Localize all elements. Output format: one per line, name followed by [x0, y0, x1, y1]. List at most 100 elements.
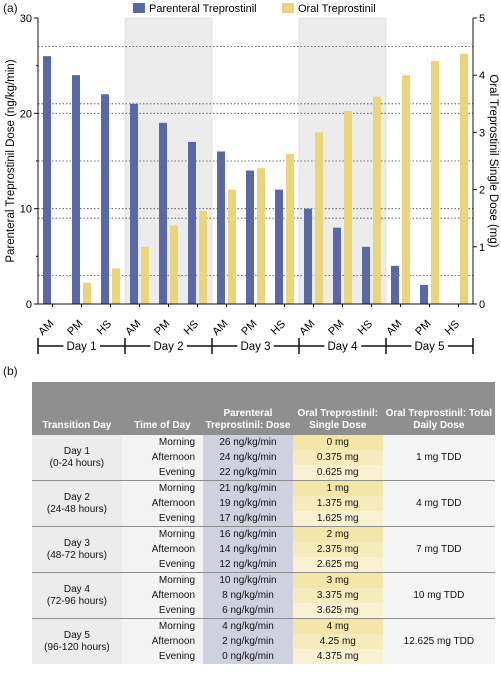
- x-tick-label: PM: [413, 318, 433, 338]
- oral-single-dose-cell: 3 mg: [292, 572, 383, 588]
- table-row: Evening 17 ng/kg/min 1.625 mg: [32, 511, 495, 527]
- table-row: Afternoon 8 ng/kg/min 3.375 mg: [32, 588, 495, 603]
- parenteral-bar: [188, 141, 196, 304]
- transition-day-cell: Day 2 (24-48 hours): [32, 480, 122, 527]
- day-label: Day 4: [63, 583, 90, 595]
- panel-b-label: (b): [3, 364, 18, 378]
- table-row: Evening 22 ng/kg/min 0.625 mg: [32, 465, 495, 481]
- time-of-day-cell: Morning: [121, 480, 204, 496]
- day-group-label: Day 1: [66, 341, 96, 353]
- right-tick-label: 5: [479, 13, 485, 25]
- time-of-day-cell: Afternoon: [121, 542, 204, 557]
- x-tick-label: PM: [239, 318, 259, 338]
- oral-single-dose-cell: 0.375 mg: [292, 450, 383, 465]
- time-of-day-cell: Afternoon: [121, 588, 204, 603]
- oral-single-dose-cell: 4.375 mg: [292, 649, 383, 664]
- left-tick-label: 30: [20, 13, 32, 25]
- parenteral-dose-cell: 21 ng/kg/min: [203, 480, 293, 496]
- table-row: Evening 6 ng/kg/min 3.625 mg: [32, 603, 495, 619]
- table-row: Day 1 (0-24 hours) Morning 26 ng/kg/min 0 mg…: [32, 434, 495, 481]
- left-tick-label: 0: [26, 299, 32, 311]
- parenteral-bar: [217, 151, 225, 304]
- table-row: Afternoon 24 ng/kg/min 0.375 mg: [32, 450, 495, 465]
- parenteral-dose-cell: 16 ng/kg/min: [203, 526, 293, 542]
- oral-single-dose-cell: 3.625 mg: [292, 603, 383, 619]
- x-tick-label: HS: [356, 318, 375, 337]
- parenteral-bar: [333, 227, 341, 304]
- oral-single-dose-cell: 4.25 mg: [292, 634, 383, 649]
- day-group-label: Day 4: [327, 341, 358, 353]
- table-row: Day 5 (96-120 hours) Morning 4 ng/kg/min 4 m…: [32, 618, 495, 664]
- right-tick-label: 4: [479, 70, 485, 82]
- oral-bar: [199, 211, 207, 304]
- x-tick-label: AM: [384, 318, 404, 338]
- time-of-day-cell: Morning: [121, 434, 204, 450]
- day-hours-range: (72-96 hours): [46, 595, 107, 607]
- day-hours-range: (96-120 hours): [44, 641, 110, 653]
- header-oral-single-dose: Oral Treprostinil: Single Dose: [292, 382, 383, 435]
- time-of-day-cell: Morning: [121, 618, 204, 634]
- parenteral-dose-cell: 17 ng/kg/min: [203, 511, 293, 527]
- parenteral-dose-cell: 0 ng/kg/min: [203, 649, 293, 664]
- total-daily-dose-cell: 4 mg TDD: [382, 480, 495, 527]
- y2-axis-label: Oral Treprostinil Single Dose (mg): [487, 74, 499, 247]
- table-row: Afternoon 14 ng/kg/min 2.375 mg: [32, 542, 495, 557]
- x-tick-label: HS: [95, 318, 114, 337]
- time-of-day-cell: Morning: [121, 526, 204, 542]
- x-tick-label: PM: [326, 318, 346, 338]
- x-tick-label: HS: [443, 318, 462, 337]
- day-label: Day 1: [63, 445, 90, 457]
- total-daily-dose-cell: 7 mg TDD: [382, 526, 495, 573]
- x-tick-label: AM: [297, 318, 317, 338]
- time-of-day-cell: Morning: [121, 572, 204, 588]
- table-row: Day 4 (72-96 hours) Morning 10 ng/kg/min 3 m…: [32, 572, 495, 619]
- parenteral-dose-cell: 19 ng/kg/min: [203, 496, 293, 511]
- table-body: Day 1 (0-24 hours) Morning 26 ng/kg/min 0 mg…: [32, 434, 495, 664]
- oral-bar: [83, 282, 91, 304]
- header-transition-day: Transition Day: [32, 382, 122, 435]
- oral-bar: [286, 153, 294, 304]
- time-of-day-cell: Evening: [121, 603, 204, 619]
- parenteral-bar: [72, 75, 80, 304]
- x-tick-label: AM: [210, 318, 230, 338]
- parenteral-dose-cell: 12 ng/kg/min: [203, 557, 293, 573]
- oral-single-dose-cell: 2.625 mg: [292, 557, 383, 573]
- left-tick-label: 10: [20, 204, 32, 216]
- day-hours-range: (0-24 hours): [49, 457, 105, 469]
- transition-day-cell: Day 1 (0-24 hours): [32, 434, 122, 481]
- parenteral-bar: [391, 265, 399, 304]
- oral-bar: [344, 110, 352, 304]
- bar-chart: 0 10 20 30 0 1 2 3 4 5 Parenteral Treprostinil Dos…: [5, 3, 499, 354]
- day-label: Day 5: [63, 629, 90, 641]
- oral-bar: [112, 268, 120, 304]
- oral-single-dose-cell: 1 mg: [292, 480, 383, 496]
- oral-bar: [141, 246, 149, 304]
- parenteral-dose-cell: 4 ng/kg/min: [203, 618, 293, 634]
- table-row: Day 2 (24-48 hours) Morning 21 ng/kg/min 1 m…: [32, 480, 495, 527]
- x-tick-label: HS: [269, 318, 288, 337]
- legend-label: Oral Treprostinil: [298, 3, 376, 15]
- total-daily-dose-cell: 10 mg TDD: [382, 572, 495, 619]
- x-tick-label: HS: [182, 318, 201, 337]
- day-label: Day 2: [63, 491, 90, 503]
- oral-single-dose-cell: 2.375 mg: [292, 542, 383, 557]
- legend-swatch: [133, 3, 145, 13]
- parenteral-bar: [304, 208, 312, 304]
- header-parenteral-dose: Parenteral Treprostinil: Dose: [203, 382, 293, 435]
- total-daily-dose-cell: 1 mg TDD: [382, 434, 495, 481]
- x-tick-label: AM: [123, 318, 143, 338]
- right-tick-label: 2: [479, 185, 485, 197]
- right-tick-label: 1: [479, 242, 485, 254]
- right-tick-label: 3: [479, 127, 485, 139]
- parenteral-bar: [420, 284, 428, 304]
- legend-label: Parenteral Treprostinil: [149, 3, 257, 15]
- left-tick-label: 20: [20, 108, 32, 120]
- oral-bar: [228, 189, 236, 304]
- parenteral-dose-cell: 24 ng/kg/min: [203, 450, 293, 465]
- dosing-table-container: Transition Day Time of Day Parenteral Tr…: [32, 382, 495, 664]
- parenteral-dose-cell: 22 ng/kg/min: [203, 465, 293, 481]
- parenteral-bar: [246, 170, 254, 304]
- transition-day-cell: Day 4 (72-96 hours): [32, 572, 122, 619]
- parenteral-bar: [43, 56, 51, 305]
- oral-bar: [170, 225, 178, 304]
